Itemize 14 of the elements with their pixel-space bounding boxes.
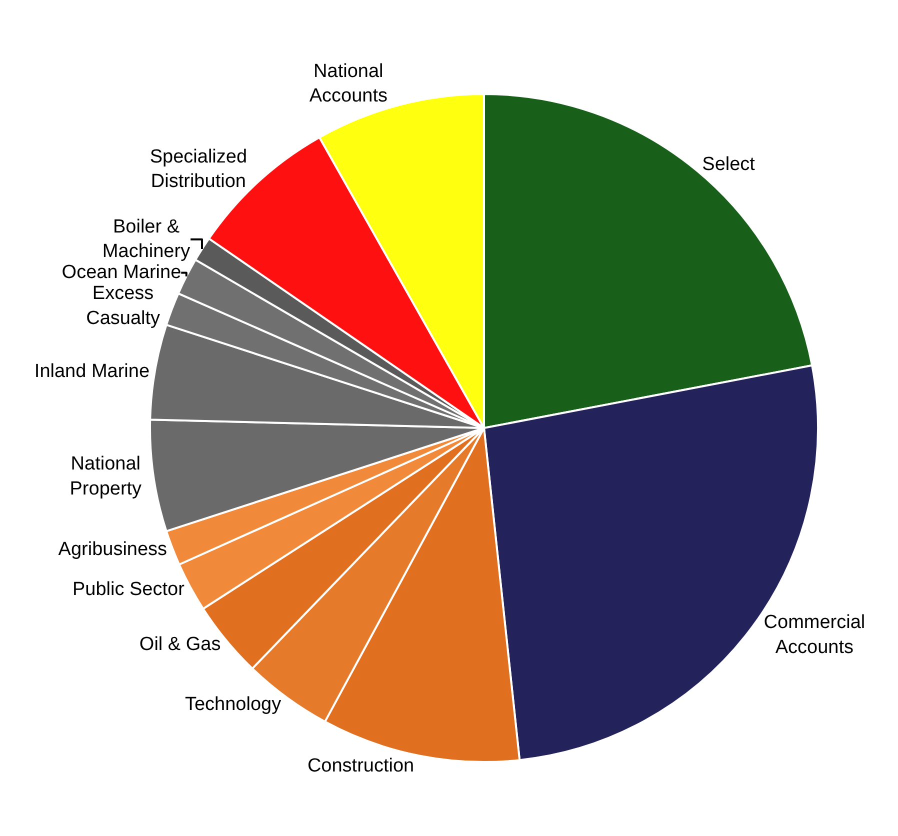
slice-label: Construction	[307, 755, 414, 776]
slice-label: Select	[702, 154, 756, 175]
slice-label: Boiler & Machinery	[102, 216, 191, 262]
slice-label: Public Sector	[72, 578, 186, 600]
slice-label: National Accounts	[309, 60, 388, 107]
slice-label: Inland Marine	[34, 360, 150, 382]
slice-label: Commercial Accounts	[764, 612, 866, 658]
slice-label: Specialized Distribution	[150, 146, 248, 192]
slice-label: Agribusiness	[58, 538, 168, 560]
slice-label: Excess Casualty	[86, 283, 161, 329]
slice-label: National Property	[70, 454, 142, 500]
slice-label: Ocean Marine	[62, 262, 182, 284]
slice-label: Technology	[184, 694, 282, 715]
slice-label: Oil & Gas	[139, 634, 221, 655]
